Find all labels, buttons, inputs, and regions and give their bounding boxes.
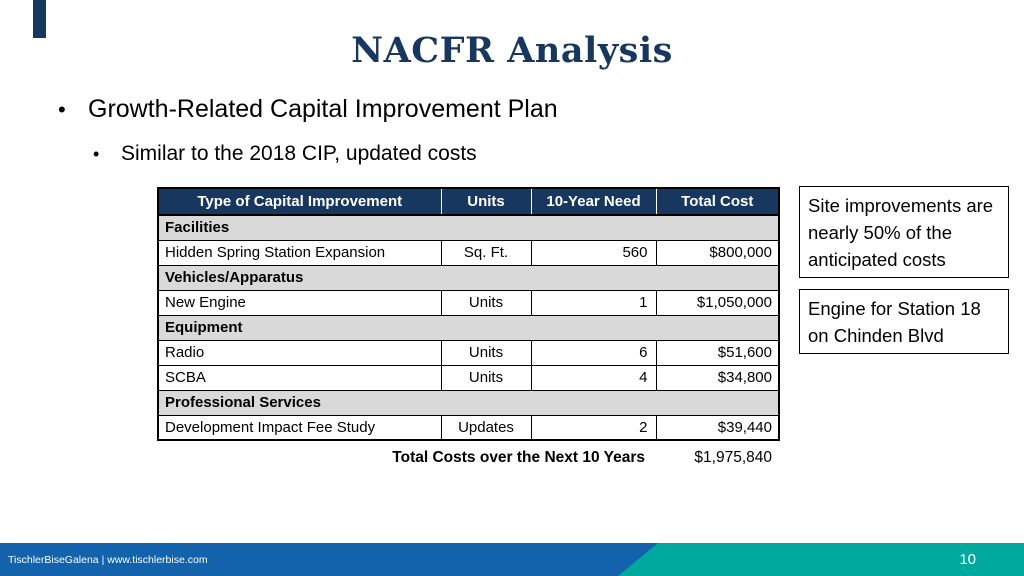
bullet-item-1: • Growth-Related Capital Improvement Pla…: [58, 95, 558, 124]
table-row: Development Impact Fee Study Updates 2 $39,…: [157, 414, 780, 441]
table-cell: Hidden Spring Station Expansion: [157, 239, 442, 266]
table-cell: Sq. Ft.: [440, 239, 532, 266]
table-cell: Updates: [440, 414, 532, 441]
cip-table-body: Facilities Hidden Spring Station Expansio…: [157, 214, 780, 441]
footer-teal-accent: [618, 543, 1024, 576]
total-label: Total Costs over the Next 10 Years: [392, 449, 645, 466]
table-section-row: Professional Services: [157, 389, 780, 416]
table-section-row: Facilities: [157, 214, 780, 241]
table-cell: Units: [440, 289, 532, 316]
bullet-item-2: • Similar to the 2018 CIP, updated costs: [93, 142, 477, 166]
table-cell: $34,800: [655, 364, 780, 391]
callout-2-text: Engine for Station 18 on Chinden Blvd: [808, 298, 981, 346]
footer-credit-text: TischlerBiseGalena | www.tischlerbise.co…: [8, 553, 208, 566]
bullet-1-text: Growth-Related Capital Improvement Plan: [88, 95, 558, 123]
table-cell: 4: [530, 364, 657, 391]
table-total-row: Total Costs over the Next 10 Years $1,97…: [157, 445, 778, 471]
table-cell: $1,050,000: [655, 289, 780, 316]
table-cell: SCBA: [157, 364, 442, 391]
table-row: Radio Units 6 $51,600: [157, 339, 780, 366]
total-value: $1,975,840: [694, 449, 772, 466]
table-section-row: Vehicles/Apparatus: [157, 264, 780, 291]
column-header-type: Type of Capital Improvement: [158, 188, 441, 216]
table-cell: 560: [530, 239, 657, 266]
table-row: Hidden Spring Station Expansion Sq. Ft. 56…: [157, 239, 780, 266]
callout-site-improvements: Site improvements are nearly 50% of the …: [799, 186, 1009, 278]
table-cell: Development Impact Fee Study: [157, 414, 442, 441]
table-cell: $39,440: [655, 414, 780, 441]
table-cell: 2: [530, 414, 657, 441]
callout-engine-station: Engine for Station 18 on Chinden Blvd: [799, 289, 1009, 354]
table-cell: Units: [440, 339, 532, 366]
section-label: Vehicles/Apparatus: [157, 264, 780, 291]
callout-1-text: Site improvements are nearly 50% of the …: [808, 195, 994, 270]
slide-corner-accent: [33, 0, 46, 38]
table-cell: 6: [530, 339, 657, 366]
section-label: Professional Services: [157, 389, 780, 416]
table-cell: Units: [440, 364, 532, 391]
table-row: SCBA Units 4 $34,800: [157, 364, 780, 391]
column-header-need: 10-Year Need: [530, 188, 656, 216]
column-header-cost: Total Cost: [655, 188, 779, 216]
table-row: New Engine Units 1 $1,050,000: [157, 289, 780, 316]
table-header-row: Type of Capital Improvement Units 10-Yea…: [158, 188, 779, 216]
bullet-icon: •: [93, 144, 100, 164]
table-cell: New Engine: [157, 289, 442, 316]
bullet-icon: •: [58, 97, 66, 122]
page-number: 10: [959, 551, 976, 568]
bullet-2-text: Similar to the 2018 CIP, updated costs: [121, 142, 477, 165]
section-label: Equipment: [157, 314, 780, 341]
capital-improvement-table: Type of Capital Improvement Units 10-Yea…: [157, 187, 780, 441]
table-cell: $800,000: [655, 239, 780, 266]
table-cell: $51,600: [655, 339, 780, 366]
column-header-units: Units: [440, 188, 531, 216]
table-section-row: Equipment: [157, 314, 780, 341]
section-label: Facilities: [157, 214, 780, 241]
page-title: NACFR Analysis: [351, 30, 673, 71]
footer-bar: TischlerBiseGalena | www.tischlerbise.co…: [0, 543, 1024, 576]
table-cell: Radio: [157, 339, 442, 366]
table-cell: 1: [530, 289, 657, 316]
